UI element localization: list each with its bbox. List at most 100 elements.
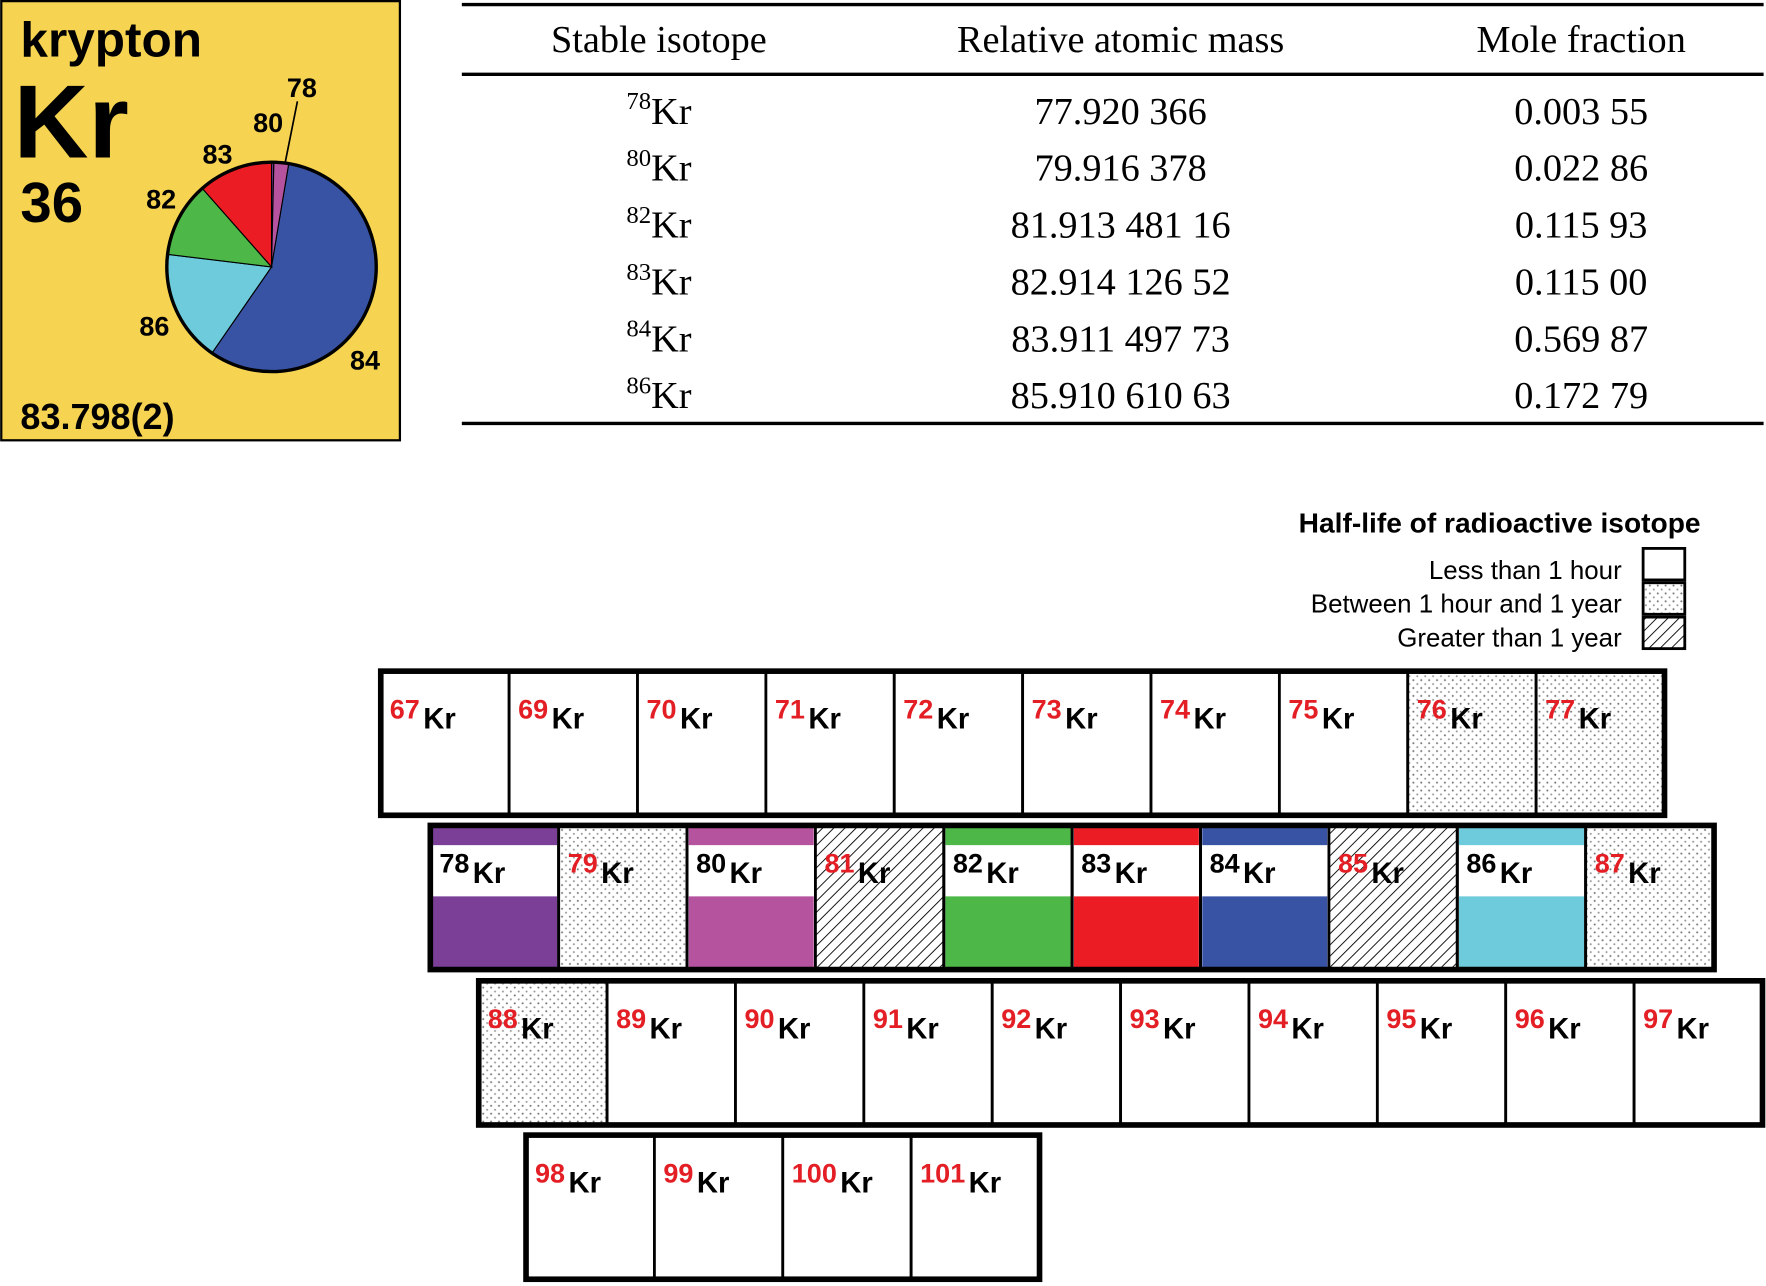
stable-band-top bbox=[945, 827, 1071, 846]
symbol: Kr bbox=[906, 1013, 939, 1045]
mass-number: 78 bbox=[626, 88, 651, 115]
isotope-box: 70 Kr bbox=[636, 669, 768, 817]
mass-number: 89 bbox=[616, 1004, 646, 1034]
isotope-label: 97 Kr bbox=[1643, 1004, 1709, 1045]
box-fill bbox=[379, 669, 511, 817]
isotope-box: 97 Kr bbox=[1632, 979, 1764, 1127]
mass-number: 85 bbox=[1338, 849, 1368, 879]
mass-number: 74 bbox=[1160, 694, 1190, 724]
mass-number: 69 bbox=[518, 694, 548, 724]
mass-cell: 81.913 481 16 bbox=[1011, 205, 1231, 247]
box-fill bbox=[605, 979, 737, 1127]
mass-number: 79 bbox=[568, 849, 598, 879]
symbol: Kr bbox=[1548, 1013, 1581, 1045]
isotope-label: 82 Kr bbox=[953, 849, 1019, 890]
symbol: Kr bbox=[986, 858, 1019, 890]
symbol: Kr bbox=[1322, 704, 1355, 736]
mass-cell: 85.910 610 63 bbox=[1011, 375, 1231, 417]
stable-band-bottom bbox=[1202, 896, 1328, 968]
mass-number: 86 bbox=[1466, 849, 1496, 879]
symbol: Kr bbox=[1579, 704, 1612, 736]
box-fill bbox=[781, 1133, 913, 1281]
mass-number: 98 bbox=[535, 1158, 565, 1188]
box-fill bbox=[1247, 979, 1379, 1127]
isotope-label: 92 Kr bbox=[1001, 1004, 1067, 1045]
atomic-number: 36 bbox=[20, 171, 83, 234]
box-fill bbox=[557, 824, 689, 971]
stable-band-bottom bbox=[945, 896, 1071, 968]
pie-label: 83 bbox=[202, 139, 232, 169]
box-fill bbox=[814, 824, 946, 971]
isotope-box: 87 Kr bbox=[1584, 824, 1716, 971]
table-header: Mole fraction bbox=[1477, 19, 1686, 61]
mass-number: 83 bbox=[626, 259, 651, 286]
symbol: Kr bbox=[473, 858, 506, 890]
box-fill bbox=[636, 669, 768, 817]
symbol: Kr bbox=[601, 858, 634, 890]
mass-number: 86 bbox=[626, 373, 651, 400]
box-fill bbox=[1534, 669, 1666, 817]
isotope-box: 73 Kr bbox=[1021, 669, 1153, 817]
box-fill bbox=[1584, 824, 1716, 971]
symbol: Kr bbox=[1371, 858, 1404, 890]
symbol: Kr bbox=[1628, 858, 1661, 890]
mass-number: 95 bbox=[1386, 1004, 1416, 1034]
box-fill bbox=[1277, 669, 1410, 817]
symbol: Kr bbox=[651, 91, 692, 133]
symbol: Kr bbox=[937, 704, 970, 736]
symbol: Kr bbox=[969, 1168, 1002, 1200]
isotope-box: 99 Kr bbox=[652, 1133, 785, 1281]
symbol: Kr bbox=[651, 148, 692, 190]
box-fill bbox=[1149, 669, 1281, 817]
mass-number: 77 bbox=[1545, 694, 1575, 724]
isotope-label: 83 Kr bbox=[1081, 849, 1147, 890]
mass-number: 78 bbox=[439, 849, 469, 879]
isotope-label: 71 Kr bbox=[775, 694, 841, 735]
isotope-label: 80 Kr bbox=[696, 849, 762, 890]
isotope-label: 75 Kr bbox=[1288, 694, 1354, 735]
isotope-label: 93 Kr bbox=[1130, 1004, 1196, 1045]
mass-number: 94 bbox=[1258, 1004, 1288, 1034]
isotope-chart: 67 Kr 69 Kr 70 Kr 71 Kr 72 Kr 73 Kr 74 Kr 75 Kr 76 Kr 77 Kr… bbox=[377, 668, 1766, 1283]
isotope-box: 78 Kr bbox=[428, 824, 561, 971]
isotope-box: 74 Kr bbox=[1149, 669, 1281, 817]
pie-outline bbox=[165, 160, 378, 374]
symbol: Kr bbox=[651, 375, 692, 417]
symbol: Kr bbox=[730, 858, 763, 890]
isotope-box: 100 Kr bbox=[781, 1133, 913, 1281]
isotope-box: 94 Kr bbox=[1247, 979, 1379, 1127]
isotope-box: 69 Kr bbox=[507, 669, 639, 817]
stable-band-top bbox=[1202, 827, 1328, 846]
isotope-box: 95 Kr bbox=[1375, 979, 1508, 1127]
box-fill bbox=[909, 1133, 1041, 1281]
mass-number: 73 bbox=[1032, 694, 1062, 724]
pie-label: 80 bbox=[253, 108, 283, 138]
box-fill bbox=[1632, 979, 1764, 1127]
mass-number: 83 bbox=[1081, 849, 1111, 879]
isotope-label: 86 Kr bbox=[1466, 849, 1532, 890]
mass-number: 75 bbox=[1288, 694, 1318, 724]
isotope-box: 76 Kr bbox=[1406, 669, 1538, 817]
isotope-cell: 82Kr bbox=[626, 202, 691, 247]
isotope-box: 84 Kr bbox=[1199, 824, 1331, 971]
row-border bbox=[475, 978, 1766, 1128]
isotope-box: 92 Kr bbox=[990, 979, 1123, 1127]
isotope-table: Stable isotope Relative atomic mass Mole f… bbox=[461, 2, 1764, 426]
mass-number: 96 bbox=[1515, 1004, 1545, 1034]
legend-title: Half-life of radioactive isotope bbox=[1299, 508, 1701, 539]
box-fill bbox=[1327, 824, 1459, 971]
pie-label: 82 bbox=[146, 184, 176, 214]
stable-band-top bbox=[1458, 827, 1584, 846]
mass-number: 72 bbox=[903, 694, 933, 724]
symbol: Kr bbox=[778, 1013, 811, 1045]
legend-label: Greater than 1 year bbox=[1397, 624, 1622, 652]
mass-number: 70 bbox=[647, 694, 677, 724]
stable-band-top bbox=[688, 827, 814, 846]
isotope-label: 96 Kr bbox=[1515, 1004, 1581, 1045]
symbol: Kr bbox=[858, 858, 891, 890]
isotope-cell: 80Kr bbox=[626, 145, 691, 190]
row-border bbox=[523, 1132, 1043, 1283]
isotope-label: 69 Kr bbox=[518, 694, 584, 735]
box-fill bbox=[862, 979, 994, 1127]
